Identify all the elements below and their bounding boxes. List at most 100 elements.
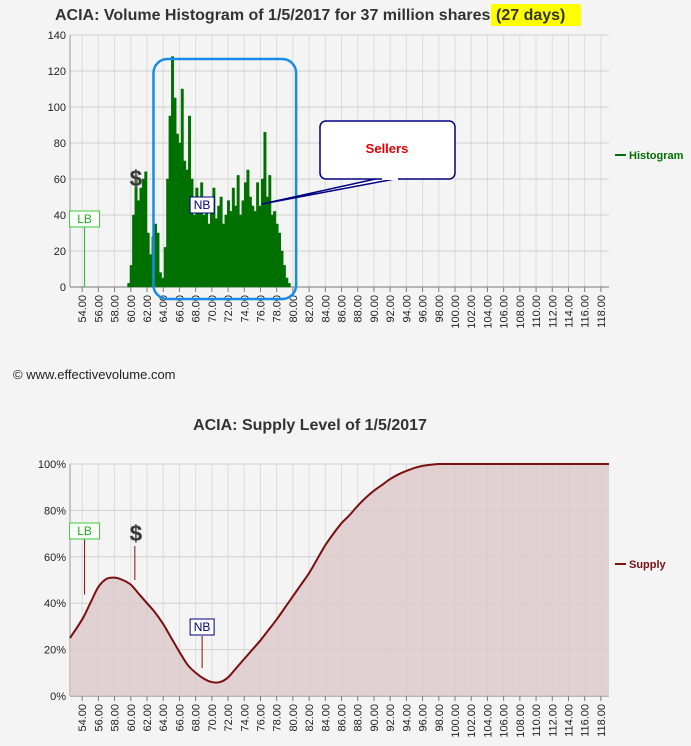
- x-tick-label: 96.00: [418, 295, 430, 323]
- x-tick-label: 108.00: [515, 295, 527, 329]
- x-tick-label: 86.00: [337, 704, 349, 732]
- x-tick-label: 72.00: [223, 295, 235, 323]
- supply-level-chart: 0% 20% 40% 60% 80% 100% 54.00 56.00 58.00 60.00 62…: [38, 417, 667, 738]
- x-tick-label: 56.00: [93, 704, 105, 732]
- x-tick-label: 88.00: [353, 295, 365, 323]
- legend-label: Histogram: [629, 150, 684, 162]
- x-tick-label: 106.00: [499, 704, 511, 738]
- y-tick-label: 120: [48, 66, 66, 78]
- x-tick-label: 82.00: [304, 704, 316, 732]
- sellers-label: Sellers: [366, 141, 409, 156]
- y-tick-label: 100: [48, 102, 66, 114]
- x-tick-label: 70.00: [207, 295, 219, 323]
- x-tick-label: 100.00: [450, 295, 462, 329]
- x-tick-label: 80.00: [288, 295, 300, 323]
- lb-box: [69, 210, 101, 228]
- x-tick-label: 106.00: [499, 295, 511, 329]
- x-tick-label: 72.00: [223, 704, 235, 732]
- x-tick-label: 54.00: [77, 704, 89, 732]
- x-tick-label: 60.00: [126, 704, 138, 732]
- supply-line: [69, 462, 609, 684]
- x-tick-label: 58.00: [110, 295, 122, 323]
- x-tick-label: 74.00: [239, 704, 251, 732]
- x-tick-label: 58.00: [110, 704, 122, 732]
- x-tick-label: 112.00: [547, 295, 559, 328]
- x-tick-label: 62.00: [142, 295, 154, 323]
- nb-label-box: [189, 196, 215, 214]
- y-tick-label: 80: [54, 138, 66, 150]
- chart-title: ACIA: Volume Histogram of 1/5/2017 for 3…: [55, 7, 490, 24]
- x-tick-label: 70.00: [207, 704, 219, 732]
- y-tick-label: 0%: [50, 691, 66, 703]
- x-tick-label: 56.00: [93, 295, 105, 323]
- supply-area: [70, 463, 609, 696]
- y-tick-label: 40%: [44, 598, 66, 610]
- x-tick-label: 116.00: [580, 295, 592, 328]
- x-tick-label: 86.00: [337, 295, 349, 323]
- seller-highlight-box: [152, 57, 298, 301]
- x-tick-label: 78.00: [272, 704, 284, 732]
- x-tick-label: 54.00: [77, 295, 89, 323]
- x-tick-label: 92.00: [385, 295, 397, 323]
- x-tick-label: 110.00: [531, 295, 543, 328]
- sellers-callout: Sellers: [261, 120, 456, 205]
- x-tick-label: 64.00: [158, 295, 170, 323]
- chart-title: ACIA: Supply Level of 1/5/2017: [193, 417, 427, 434]
- x-tick-label: 102.00: [466, 295, 478, 329]
- x-tick-label: 84.00: [320, 295, 332, 323]
- nb-label: NB: [194, 198, 211, 212]
- nb-label-box: [189, 618, 215, 636]
- x-tick-label: 90.00: [369, 295, 381, 323]
- nb-label: NB: [194, 620, 211, 634]
- x-tick-label: 112.00: [547, 704, 559, 737]
- x-tick-label: 96.00: [418, 704, 430, 732]
- x-tick-label: 118.00: [596, 295, 608, 328]
- x-tick-label: 94.00: [401, 295, 413, 323]
- volume-histogram-chart: 0 20 40 60 80 100 120 140 54.00 56.00 58.00 60.00 62…: [48, 4, 684, 329]
- supply-series: [69, 462, 609, 696]
- x-tick-label: 82.00: [304, 295, 316, 323]
- x-tick-label: 78.00: [272, 295, 284, 323]
- y-tick-label: 20%: [44, 645, 66, 657]
- y-tick-label: 60%: [44, 552, 66, 564]
- dollar-annotation: $: [130, 166, 142, 191]
- x-tick-label: 66.00: [174, 704, 186, 732]
- x-tick-label: 104.00: [482, 704, 494, 738]
- copyright-text: © www.effectivevolume.com: [13, 367, 176, 382]
- y-tick-label: 40: [54, 210, 66, 222]
- x-tick-label: 90.00: [369, 704, 381, 732]
- x-tick-label: 68.00: [191, 704, 203, 732]
- dollar-annotation: $: [130, 521, 142, 546]
- x-tick-label: 98.00: [434, 704, 446, 732]
- x-tick-label: 108.00: [515, 704, 527, 738]
- lb-label: LB: [77, 212, 92, 226]
- x-tick-label: 74.00: [239, 295, 251, 323]
- y-tick-label: 80%: [44, 505, 66, 517]
- x-tick-label: 116.00: [580, 704, 592, 737]
- y-tick-label: 0: [60, 282, 66, 294]
- x-tick-label: 88.00: [353, 704, 365, 732]
- x-tick-label: 84.00: [320, 704, 332, 732]
- x-tick-label: 76.00: [255, 295, 267, 323]
- y-tick-label: 60: [54, 174, 66, 186]
- x-tick-label: 76.00: [255, 704, 267, 732]
- x-tick-label: 64.00: [158, 704, 170, 732]
- x-tick-label: 92.00: [385, 704, 397, 732]
- x-tick-label: 104.00: [482, 295, 494, 329]
- x-tick-label: 114.00: [563, 704, 575, 737]
- x-tick-label: 114.00: [563, 295, 575, 328]
- lb-box: [69, 522, 101, 540]
- y-tick-label: 20: [54, 246, 66, 258]
- x-tick-label: 110.00: [531, 704, 543, 737]
- x-tick-label: 100.00: [450, 704, 462, 738]
- x-tick-label: 66.00: [174, 295, 186, 323]
- x-tick-label: 60.00: [126, 295, 138, 323]
- title-highlight: [491, 4, 581, 26]
- x-tick-label: 94.00: [401, 704, 413, 732]
- chart-title-highlight: (27 days): [496, 7, 565, 24]
- x-tick-label: 68.00: [191, 295, 203, 323]
- x-tick-label: 62.00: [142, 704, 154, 732]
- x-tick-label: 98.00: [434, 295, 446, 323]
- lb-label: LB: [77, 524, 92, 538]
- y-tick-label: 140: [48, 30, 66, 42]
